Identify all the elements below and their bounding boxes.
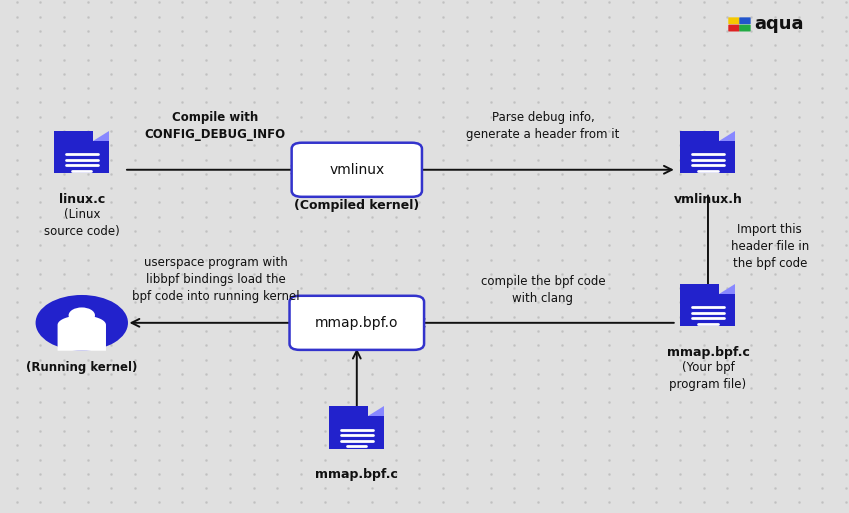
Text: (Compiled kernel): (Compiled kernel): [294, 200, 419, 212]
Polygon shape: [93, 131, 110, 141]
Text: vmlinux: vmlinux: [329, 163, 385, 177]
FancyBboxPatch shape: [681, 294, 735, 326]
FancyBboxPatch shape: [292, 143, 422, 197]
Polygon shape: [368, 406, 385, 416]
FancyBboxPatch shape: [681, 141, 735, 173]
Text: aqua: aqua: [754, 15, 803, 33]
Text: Compile with
CONFIG_DEBUG_INFO: Compile with CONFIG_DEBUG_INFO: [144, 111, 285, 142]
Text: (Your bpf
program file): (Your bpf program file): [669, 361, 746, 390]
Polygon shape: [58, 315, 106, 351]
Text: Parse debug info,
generate a header from it: Parse debug info, generate a header from…: [466, 111, 620, 142]
Text: (Linux
source code): (Linux source code): [44, 208, 120, 238]
Circle shape: [69, 307, 95, 323]
FancyBboxPatch shape: [728, 17, 739, 24]
FancyBboxPatch shape: [290, 296, 424, 350]
FancyBboxPatch shape: [728, 25, 739, 31]
Polygon shape: [54, 131, 93, 141]
FancyBboxPatch shape: [739, 17, 751, 24]
Text: mmap.bpf.o: mmap.bpf.o: [315, 316, 398, 330]
Text: vmlinux.h: vmlinux.h: [673, 193, 742, 206]
Polygon shape: [681, 131, 719, 141]
Polygon shape: [719, 131, 735, 141]
FancyBboxPatch shape: [54, 141, 110, 173]
Text: linux.c: linux.c: [59, 193, 105, 206]
Text: (Running kernel): (Running kernel): [26, 361, 138, 374]
Polygon shape: [681, 284, 719, 294]
Text: mmap.bpf.c: mmap.bpf.c: [666, 346, 750, 359]
Text: compile the bpf code
with clang: compile the bpf code with clang: [481, 274, 605, 305]
Text: userspace program with
libbpf bindings load the
bpf code into running kernel: userspace program with libbpf bindings l…: [132, 256, 300, 303]
Text: Import this
header file in
the bpf code: Import this header file in the bpf code: [731, 223, 809, 270]
Circle shape: [36, 295, 128, 351]
Text: mmap.bpf.c: mmap.bpf.c: [315, 468, 398, 481]
FancyBboxPatch shape: [739, 25, 751, 31]
Polygon shape: [719, 284, 735, 294]
FancyBboxPatch shape: [329, 416, 385, 449]
Polygon shape: [329, 406, 368, 416]
